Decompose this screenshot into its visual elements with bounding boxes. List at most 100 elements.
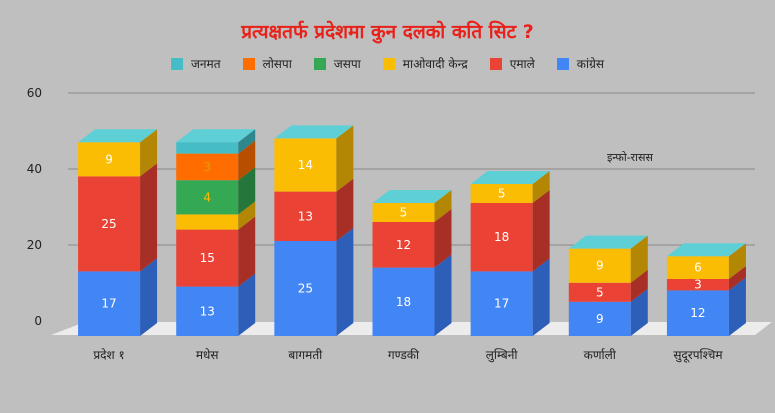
legend-item: जसपा (313, 55, 361, 72)
bar-top-face (78, 129, 158, 143)
bar-side-कांग्रेस (728, 277, 746, 336)
legend-item: कांग्रेस (556, 55, 605, 72)
bar-side-माओवादी-केन्द्र (630, 235, 648, 283)
x-tick-label: मधेस (196, 348, 220, 362)
bar-top-face (176, 129, 256, 143)
bar-segment-कांग्रेस (666, 290, 729, 336)
legend-label: कांग्रेस (576, 57, 605, 71)
bar-segment-लोसपा (176, 153, 239, 181)
x-tick-label: प्रदेश १ (93, 348, 124, 362)
legend-label: जसपा (333, 57, 361, 71)
x-tick-label: सुदूरपश्चिम (673, 348, 723, 363)
bar-side-एमाले (532, 190, 550, 272)
bar-segment-माओवादी-केन्द्र (78, 142, 141, 177)
x-tick-label: बागमती (288, 348, 323, 362)
bar-side-कांग्रेस (238, 273, 256, 336)
bar-segment-माओवादी-केन्द्र (470, 184, 533, 203)
data-label-कांग्रेस: 17 (494, 297, 509, 311)
data-label-कांग्रेस: 18 (396, 295, 411, 309)
legend-label: लोसपा (262, 57, 292, 71)
bar-top-face (568, 235, 648, 249)
bar-side-कांग्रेस (532, 258, 550, 336)
data-label-एमाले: 25 (101, 217, 116, 231)
bar-side-माओवादी-केन्द्र (434, 190, 452, 222)
data-label-माओवादी-केन्द्र: 9 (596, 259, 604, 273)
bar-top-face (470, 171, 550, 184)
data-label-कांग्रेस: 17 (101, 297, 116, 311)
bar-segment-एमाले (666, 279, 729, 291)
bar-segment-माओवादी-केन्द्र (372, 203, 435, 222)
bar-side-एमाले (434, 209, 452, 268)
bar-top-face (274, 125, 354, 139)
bar-side-एमाले (238, 216, 256, 287)
legend-item: जनमत (170, 55, 221, 72)
bar-segment-जसपा (176, 180, 239, 215)
y-tick-label: 40 (27, 162, 42, 176)
data-label-लोसपा: 3 (203, 160, 211, 174)
data-label-माओवादी-केन्द्र: 9 (105, 152, 113, 166)
bar-segment-एमाले (274, 191, 337, 241)
legend-label: माओवादी केन्द्र (402, 57, 468, 71)
bar-side-माओवादी-केन्द्र (238, 201, 256, 230)
bar-side-एमाले (630, 269, 648, 302)
data-label-एमाले: 15 (200, 251, 215, 265)
x-tick-label: कर्णाली (584, 348, 617, 362)
bar-segment-माओवादी-केन्द्र (568, 248, 631, 283)
bar-side-माओवादी-केन्द्र (728, 243, 746, 279)
bar-segment-माओवादी-केन्द्र (666, 256, 729, 279)
bar-side-जसपा (238, 167, 256, 215)
bar-segment-कांग्रेस (78, 271, 141, 336)
data-label-कांग्रेस: 25 (298, 282, 313, 296)
data-label-माओवादी-केन्द्र: 14 (298, 158, 313, 172)
bar-segment-एमाले (470, 203, 533, 272)
bar-segment-कांग्रेस (568, 301, 631, 336)
y-tick-label: 20 (27, 238, 42, 252)
bar-segment-एमाले (176, 229, 239, 287)
y-tick-label: 0 (34, 314, 42, 328)
bar-segment-कांग्रेस (372, 267, 435, 336)
bar-segment-एमाले (568, 282, 631, 302)
data-label-एमाले: 13 (298, 209, 313, 223)
bar-segment-माओवादी-केन्द्र (176, 214, 239, 230)
bar-side-कांग्रेस (140, 258, 158, 336)
data-label-कांग्रेस: 9 (596, 312, 604, 326)
data-label-माओवादी-केन्द्र: 5 (400, 206, 408, 220)
bar-side-कांग्रेस (336, 228, 354, 336)
bar-top-face (372, 190, 452, 203)
bar-side-जनमत (238, 129, 256, 154)
data-label-कांग्रेस: 13 (200, 304, 215, 318)
bar-side-कांग्रेस (630, 288, 648, 336)
bar-side-एमाले (336, 178, 354, 241)
bar-segment-एमाले (78, 176, 141, 272)
bar-side-लोसपा (238, 140, 256, 181)
bar-side-एमाले (728, 266, 746, 291)
x-tick-label: लुम्बिनी (486, 348, 519, 363)
bar-side-कांग्रेस (434, 254, 452, 336)
bar-segment-कांग्रेस (470, 271, 533, 336)
legend-item: एमाले (489, 55, 535, 72)
legend-swatch (242, 57, 255, 70)
x-tick-label: गण्डकी (388, 348, 420, 362)
bar-segment-माओवादी-केन्द्र (274, 138, 337, 192)
legend-swatch (382, 57, 395, 70)
y-tick-label: 60 (27, 86, 42, 100)
data-label-एमाले: 5 (596, 285, 604, 299)
data-label-एमाले: 3 (694, 278, 702, 292)
bar-side-माओवादी-केन्द्र (532, 171, 550, 203)
bar-top-face (666, 243, 746, 257)
legend-item: माओवादी केन्द्र (382, 55, 468, 72)
bar-segment-एमाले (372, 222, 435, 268)
legend-swatch (489, 57, 502, 70)
data-label-माओवादी-केन्द्र: 5 (498, 187, 506, 201)
bar-segment-कांग्रेस (176, 286, 239, 336)
legend-label: जनमत (190, 57, 221, 71)
bar-segment-जनमत (176, 142, 239, 154)
chart-legend: जनमत लोसपा जसपा माओवादी केन्द्र एमाले कांग्रे… (0, 55, 775, 72)
data-label-कांग्रेस: 12 (690, 306, 705, 320)
bar-side-माओवादी-केन्द्र (336, 125, 354, 192)
bar-side-माओवादी-केन्द्र (140, 129, 158, 177)
legend-swatch (556, 57, 569, 70)
legend-item: लोसपा (242, 55, 292, 72)
